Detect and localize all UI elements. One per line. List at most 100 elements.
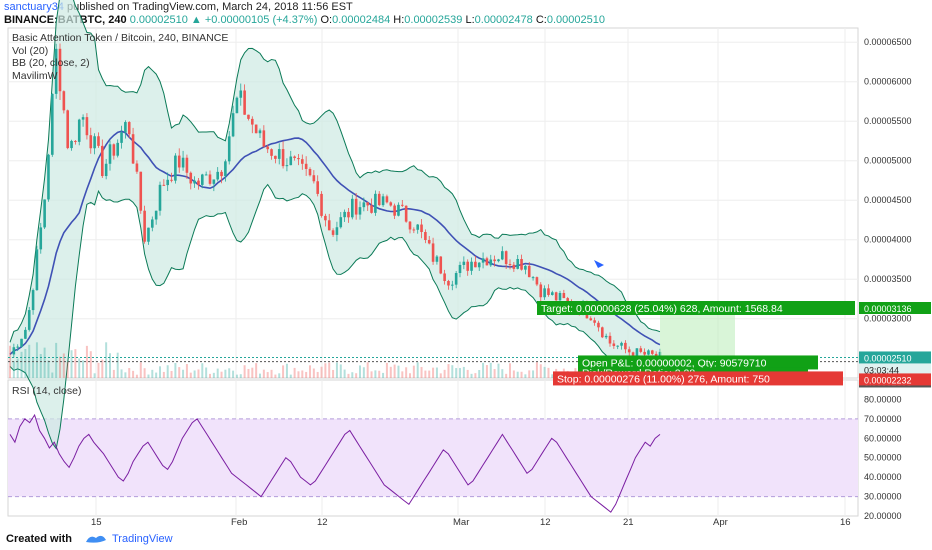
candle-body: [454, 273, 458, 285]
volume-bar: [405, 367, 408, 378]
volume-bar: [12, 361, 15, 378]
chart-header: sanctuary34 published on TradingView.com…: [0, 0, 932, 30]
candle-body: [424, 232, 427, 241]
volume-bar: [109, 353, 111, 378]
x-tick-label: 12: [317, 517, 328, 528]
rsi-tick-label: 80.00000: [864, 394, 902, 404]
candle-body: [320, 193, 323, 216]
candle-body: [227, 136, 231, 162]
bb-legend[interactable]: BB (20, close, 2): [12, 57, 90, 69]
candle-body: [447, 280, 450, 286]
bollinger-band-fill: [10, 0, 660, 449]
candle-body: [162, 184, 166, 186]
candle-body: [293, 156, 296, 159]
candle-body: [43, 199, 46, 228]
volume-bar: [78, 358, 81, 378]
candle-body: [358, 207, 362, 215]
volume-bar: [482, 362, 485, 378]
candle-body: [458, 264, 462, 274]
rsi-tick-label: 30.00000: [864, 492, 902, 502]
candle-body: [397, 204, 400, 216]
candle-body: [31, 290, 35, 311]
volume-bar: [305, 371, 308, 378]
candle-body: [285, 165, 289, 167]
candle-body: [124, 122, 127, 133]
volume-bar: [339, 364, 342, 378]
volume-bar: [455, 368, 458, 378]
rsi-line: [9, 413, 661, 513]
volume-bar: [297, 371, 300, 378]
candle-body: [204, 174, 208, 176]
candle-body: [639, 348, 643, 352]
tradingview-brand[interactable]: TradingView: [112, 533, 173, 545]
rsi-legend[interactable]: RSI (14, close): [12, 385, 82, 397]
candle-body: [539, 284, 543, 298]
volume-bar: [247, 368, 250, 378]
candle-body: [524, 265, 527, 270]
candle-body: [343, 211, 346, 218]
candle-body: [154, 210, 158, 220]
candle-body: [189, 172, 193, 184]
candle-body: [531, 277, 535, 279]
volume-bar: [220, 371, 223, 378]
volume-bar: [551, 374, 554, 378]
candle-body: [566, 298, 569, 302]
volume-bar: [428, 370, 431, 378]
author-link[interactable]: sanctuary34: [4, 1, 64, 13]
price-tick-label: 0.00004000: [864, 235, 912, 245]
volume-bar: [435, 367, 438, 378]
volume-bar: [35, 342, 38, 378]
volume-bar: [466, 369, 469, 378]
rsi-tick-label: 50.00000: [864, 453, 902, 463]
volume-bar: [416, 362, 419, 378]
candle-body: [604, 335, 608, 338]
vol-legend[interactable]: Vol (20): [12, 44, 49, 57]
volume-bar: [547, 367, 550, 378]
candle-body: [597, 322, 600, 328]
candle-body: [270, 149, 273, 156]
candle-body: [112, 144, 116, 156]
volume-bar: [193, 370, 196, 378]
stop-label-bg: [553, 371, 843, 386]
volume-bar: [447, 364, 450, 378]
volume-bar: [243, 365, 246, 378]
candle-body: [66, 110, 69, 149]
volume-bar: [424, 370, 427, 378]
volume-bar: [535, 362, 538, 378]
volume-bar: [382, 372, 385, 378]
volume-bar: [51, 372, 54, 378]
up-arrow-icon: ▲: [190, 14, 202, 26]
volume-bar: [166, 365, 169, 378]
candle-body: [258, 130, 262, 134]
volume-bar: [239, 374, 242, 378]
volume-bar: [151, 369, 154, 378]
volume-bar: [162, 371, 165, 378]
candle-body: [47, 154, 50, 200]
volume-bar: [105, 342, 108, 378]
volume-bar: [397, 365, 400, 378]
candle-body: [477, 262, 481, 268]
candle-body: [554, 292, 558, 301]
volume-bar: [366, 362, 369, 378]
volume-bar: [493, 369, 496, 378]
volume-bar: [132, 370, 135, 378]
candle-body: [427, 240, 431, 244]
candle-body: [385, 196, 389, 203]
candle-body: [147, 227, 150, 242]
volume-bar: [174, 363, 177, 378]
volume-bar: [70, 350, 73, 378]
candle-body: [24, 329, 27, 339]
open-pnl-label: Open P&L: 0.00000002, Qty: 90579710: [582, 357, 767, 369]
candle-body: [508, 264, 512, 266]
candle-body: [558, 292, 562, 301]
volume-bar: [232, 370, 235, 378]
price-tick-label: 0.00004500: [864, 195, 912, 205]
candle-body: [251, 118, 254, 125]
volume-bar: [155, 372, 158, 378]
candle-body: [39, 227, 43, 250]
rsi-tick-label: 20.00000: [864, 511, 902, 521]
volume-bar: [385, 362, 388, 378]
x-tick-label: Feb: [231, 517, 247, 528]
mav-legend[interactable]: MavilimW: [12, 69, 58, 82]
